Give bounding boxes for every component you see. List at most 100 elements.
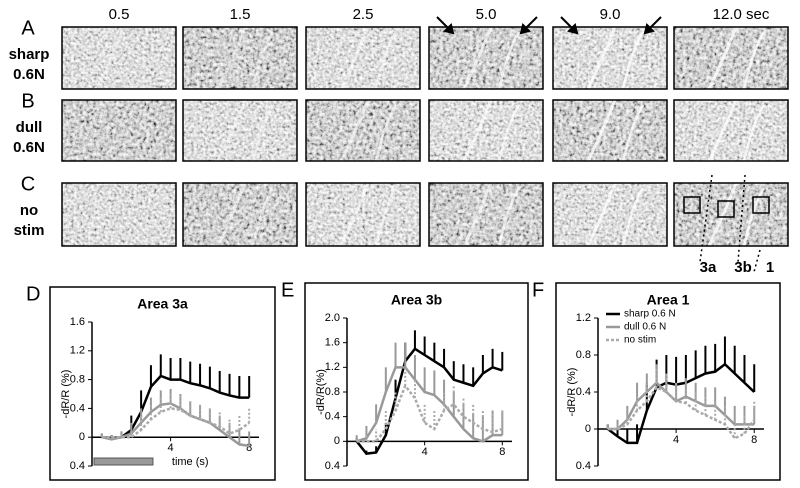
image-frame — [673, 26, 789, 90]
series-line — [356, 366, 503, 443]
series-line — [101, 374, 250, 440]
area-label: 1 — [766, 259, 774, 276]
vessel — [216, 182, 247, 247]
y-tick-label: 0.4 — [576, 386, 591, 398]
y-tick-label: 0.8 — [576, 349, 591, 361]
vessel — [707, 182, 738, 247]
vessel — [707, 99, 738, 162]
y-tick-label: 1.2 — [70, 345, 85, 357]
y-tick-label: 0.4 — [70, 402, 85, 414]
image-noise — [62, 183, 176, 246]
vessel — [374, 31, 398, 90]
series-line — [607, 362, 756, 445]
vessel — [251, 31, 275, 90]
vessel — [462, 26, 493, 90]
x-tick-label: 4 — [673, 434, 679, 446]
time-label: 9.0 — [600, 6, 621, 23]
vessel — [251, 187, 275, 247]
stimulus-bar — [93, 457, 154, 466]
vessel — [621, 104, 645, 162]
panel-letter: C — [21, 173, 35, 195]
legend-label: dull 0.6 N — [624, 322, 666, 333]
vessel — [586, 99, 617, 162]
vessel — [497, 31, 521, 90]
series-line — [356, 383, 503, 443]
area-label: 3a — [700, 259, 717, 276]
y-axis-label: -dR/R (%) — [60, 370, 72, 419]
roi-box — [683, 196, 701, 214]
chart-frame — [49, 286, 276, 481]
y-tick-label: 0.4 — [325, 460, 340, 472]
vessel — [586, 26, 617, 90]
vessel — [251, 104, 275, 162]
panel-letter: F — [532, 279, 544, 301]
y-tick-label: 0 — [79, 431, 85, 443]
y-tick-label: 0.4 — [70, 460, 85, 472]
chart-frame — [304, 282, 529, 481]
chart-frame — [555, 282, 781, 481]
arrow — [436, 16, 455, 35]
y-tick-label: 1.6 — [70, 316, 85, 328]
image-frame — [552, 26, 668, 90]
y-tick-label: 2.0 — [325, 312, 340, 324]
y-tick-label: 0 — [585, 423, 591, 435]
vessel — [374, 104, 398, 162]
y-tick-label: 0.4 — [325, 411, 340, 423]
chart-title: Area 3b — [391, 292, 442, 308]
vessel — [497, 104, 521, 162]
time-label: 0.5 — [109, 6, 130, 23]
vessel — [462, 99, 493, 162]
image-noise — [62, 100, 176, 161]
legend-label: no stim — [624, 335, 656, 346]
time-label: 1.5 — [230, 6, 251, 23]
image-frame — [182, 182, 298, 247]
vessel — [586, 182, 617, 247]
time-label: 5.0 — [476, 6, 497, 23]
vessel — [95, 26, 126, 90]
y-tick-label: 0.8 — [325, 386, 340, 398]
image-frame — [673, 99, 789, 162]
panel-letter: B — [21, 90, 34, 112]
arrow — [643, 16, 662, 35]
roi-box — [752, 196, 770, 214]
vessel — [216, 99, 247, 162]
image-frame — [61, 182, 177, 247]
row-label: dull — [16, 119, 43, 136]
vessel — [339, 99, 370, 162]
chart-title: Area 1 — [647, 292, 690, 308]
y-axis-label: -dR/R(%) — [315, 369, 327, 415]
area-label: 3b — [734, 259, 752, 276]
row-label: no — [20, 202, 38, 219]
vessel — [339, 182, 370, 247]
x-tick-label: 4 — [422, 446, 428, 458]
vessel — [216, 26, 247, 90]
vessel — [742, 104, 766, 162]
series-line — [101, 407, 250, 439]
area-border — [699, 174, 761, 273]
panel-letter: D — [26, 283, 40, 305]
vessel — [374, 187, 398, 247]
arrow — [519, 16, 538, 35]
time-label: 2.5 — [353, 6, 374, 23]
image-noise — [183, 100, 297, 161]
image-frame — [428, 99, 544, 162]
series-line — [101, 402, 250, 448]
image-frame — [552, 182, 668, 247]
roi-box — [717, 200, 735, 218]
vessel — [339, 26, 370, 90]
y-tick-label: 1.6 — [325, 337, 340, 349]
time-label: 12.0 sec — [713, 6, 770, 23]
y-tick-label: 0.8 — [70, 374, 85, 386]
series-line — [355, 347, 503, 455]
x-tick-label: 4 — [168, 442, 174, 454]
legend-label: sharp 0.6 N — [624, 309, 676, 320]
image-frame — [182, 99, 298, 162]
image-frame — [673, 182, 789, 247]
image-frame — [428, 182, 544, 247]
image-frame — [61, 99, 177, 162]
y-axis-label: -dR/R (%) — [566, 368, 578, 417]
row-label: 0.6N — [13, 139, 45, 156]
y-tick-label: 1.2 — [325, 361, 340, 373]
image-frame — [552, 99, 668, 162]
